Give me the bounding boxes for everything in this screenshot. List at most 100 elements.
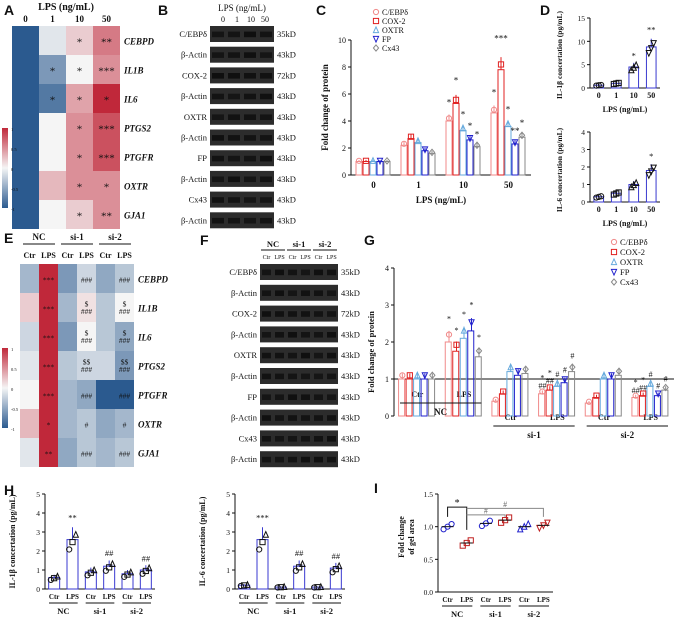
y-tick-label: 6: [342, 90, 346, 99]
data-point: [598, 81, 605, 89]
blot-band: [244, 114, 256, 120]
blot-band: [212, 197, 224, 203]
y-tick-label: 1.0: [424, 523, 434, 532]
bar: [538, 393, 546, 417]
heatmap-cell: [93, 55, 120, 84]
band-size: 72kD: [341, 309, 360, 319]
y-axis-label: of gel area: [407, 519, 416, 554]
blot-band: [228, 176, 240, 183]
gene-label: GJA1: [138, 449, 160, 459]
bracket: [466, 514, 506, 517]
blot-band: [301, 436, 310, 442]
heatmap-cell: [96, 351, 115, 380]
blot-band: [327, 436, 336, 442]
x-tick-label: 0: [597, 91, 601, 100]
blot-band: [212, 155, 224, 162]
y-tick-label: 0.0: [424, 588, 434, 597]
blot-band: [260, 114, 272, 120]
data-point: [647, 379, 655, 387]
blot-strip: [260, 368, 338, 384]
significance-mark: ###: [119, 392, 131, 401]
blot-band: [262, 373, 271, 380]
significance-mark: $ ###: [81, 300, 93, 317]
subgroup-label: LPS: [550, 413, 565, 422]
band-label: Cx43: [189, 195, 207, 205]
legend-marker: [372, 44, 380, 52]
data-point: [259, 538, 266, 546]
bar: [400, 144, 408, 176]
blot-band: [288, 352, 297, 359]
data-point: [593, 392, 600, 399]
heatmap-cell: [115, 351, 134, 380]
bar: [445, 120, 453, 176]
data-point: [277, 584, 284, 591]
heatmap-cell: [20, 380, 39, 409]
data-point: [507, 362, 515, 371]
blot-band: [288, 456, 297, 463]
y-tick-label: 1: [385, 375, 389, 384]
band-label: β-Actin: [181, 133, 208, 143]
significance-mark: $ ###: [81, 329, 93, 346]
data-point: [399, 372, 406, 379]
significance-mark: ***: [43, 392, 55, 401]
blot-band: [262, 311, 271, 317]
heatmap-cell: [39, 438, 58, 467]
blot-band: [275, 415, 284, 421]
heatmap-cell: [20, 351, 39, 380]
column-label: LPS: [117, 251, 132, 260]
bar: [84, 571, 97, 590]
colorbar-tick: 0: [11, 167, 14, 172]
heatmap-cell: [66, 26, 93, 55]
band-label: COX-2: [232, 309, 257, 319]
data-point: [453, 341, 460, 348]
y-tick-label: 3: [36, 528, 40, 537]
significance-mark: ***: [43, 363, 55, 372]
blot-band: [301, 352, 310, 359]
significance-mark: **: [511, 126, 521, 136]
data-point: [102, 567, 109, 574]
heatmap-cell: [93, 200, 120, 229]
group-label: si-2: [130, 606, 143, 616]
heatmap-cell: [115, 438, 134, 467]
blot-band: [262, 456, 271, 463]
bar: [497, 69, 505, 176]
blot-band: [288, 290, 297, 296]
band-label: FP: [248, 392, 258, 402]
data-point: [237, 582, 244, 590]
band-label: β-Actin: [231, 288, 258, 298]
bar: [459, 337, 467, 417]
gene-label: IL1B: [123, 66, 144, 76]
legend-label: C/EBPδ: [382, 8, 408, 17]
significance-mark: ***: [256, 512, 269, 522]
gene-label: GJA1: [124, 211, 146, 221]
subgroup-label: Ctr: [86, 593, 97, 601]
x-tick-label: 10: [630, 205, 638, 214]
y-tick-label: 3: [226, 528, 230, 537]
data-point: [615, 189, 622, 196]
significance-mark: *: [462, 310, 466, 319]
blot-band: [262, 394, 271, 400]
heatmap-cell: [39, 113, 66, 142]
y-tick-label: 0: [36, 585, 40, 594]
x-axis-label: LPS (ng/mL): [603, 105, 648, 114]
y-tick-label: 0: [581, 198, 585, 207]
band-size: 43kD: [341, 454, 360, 464]
blot-band: [260, 217, 272, 224]
data-point: [244, 580, 251, 588]
significance-mark: *: [77, 37, 83, 49]
data-point: [241, 582, 248, 589]
blot-band: [314, 311, 323, 317]
data-point: [630, 180, 638, 189]
blot-band: [228, 217, 240, 224]
bar: [599, 378, 607, 417]
heatmap-cell: [66, 113, 93, 142]
blot-band: [212, 52, 224, 58]
heatmap-cell: [93, 26, 120, 55]
data-point: [598, 193, 605, 200]
bar: [491, 400, 499, 417]
data-point: [47, 576, 54, 583]
group-label: si-1: [70, 232, 84, 242]
heatmap-cell: [12, 142, 39, 171]
blot-band: [212, 93, 224, 100]
